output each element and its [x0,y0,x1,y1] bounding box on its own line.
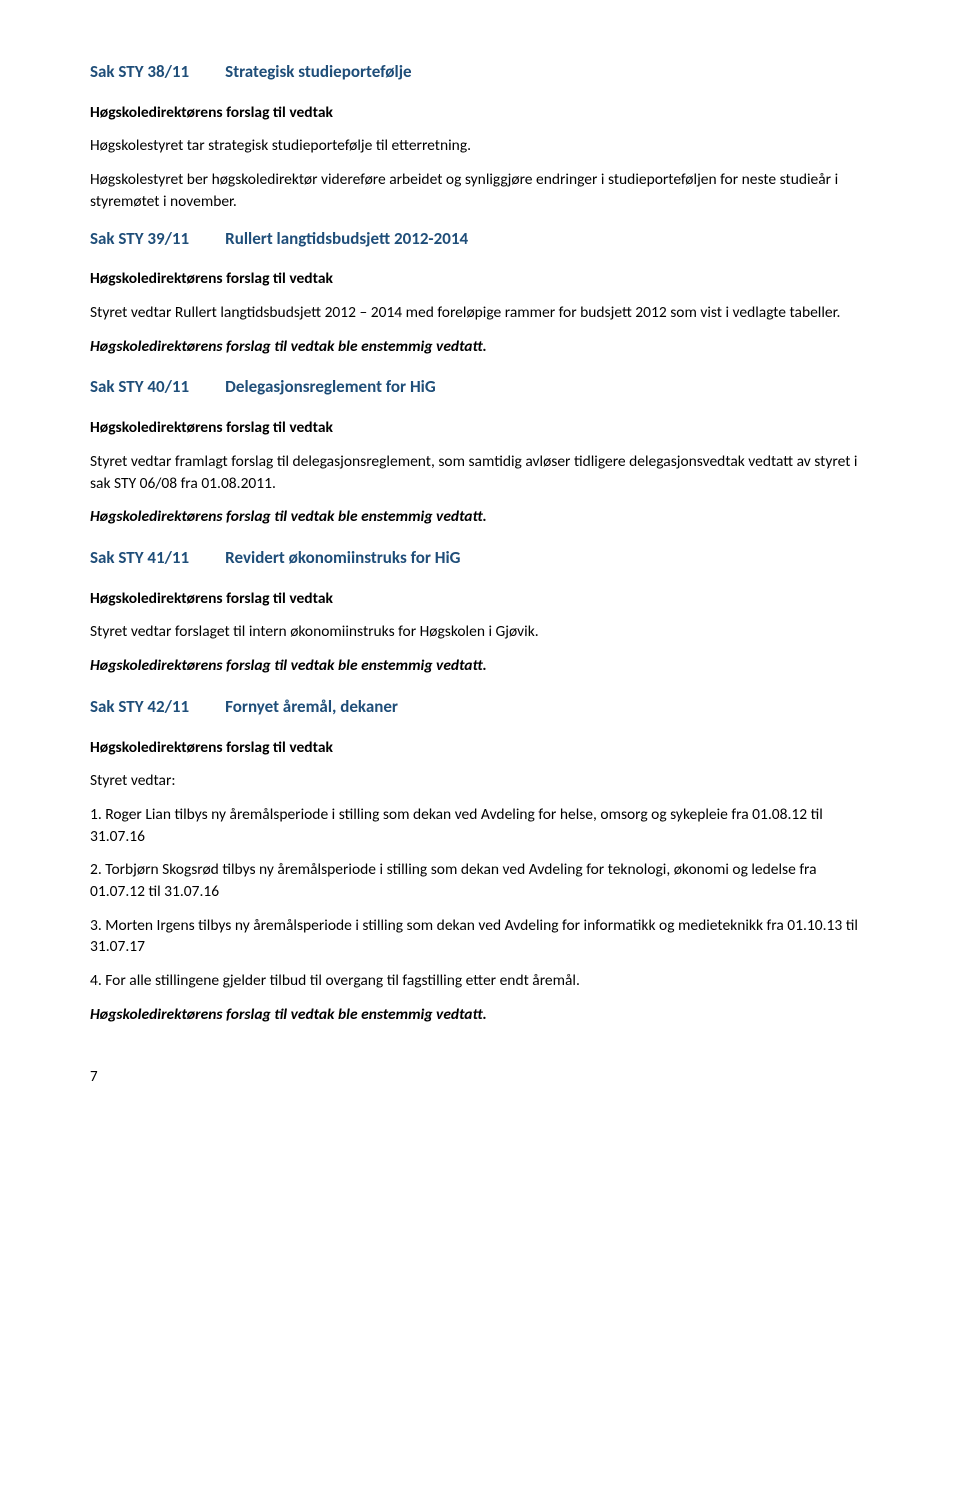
sak-41-number: Sak STY 41/11 [90,546,189,570]
sak-41-body-1: Styret vedtar forslaget til intern økono… [90,621,870,643]
sak-38-number: Sak STY 38/11 [90,60,189,84]
page-number: 7 [90,1067,870,1088]
sak-40-title: Delegasjonsreglement for HiG [225,375,436,399]
sak-38-heading-row: Sak STY 38/11 Strategisk studieportefølj… [90,60,870,84]
sak-39-heading-row: Sak STY 39/11 Rullert langtidsbudsjett 2… [90,227,870,251]
sak-40-heading-row: Sak STY 40/11 Delegasjonsreglement for H… [90,375,870,399]
sak-38-forslag-label: Høgskoledirektørens forslag til vedtak [90,102,870,124]
sak-42-item-1: 1. Roger Lian tilbys ny åremålsperiode i… [90,804,870,847]
sak-42-item-3: 3. Morten Irgens tilbys ny åremålsperiod… [90,915,870,958]
sak-42-outcome: Høgskoledirektørens forslag til vedtak b… [90,1004,870,1026]
sak-42-vedtar-label: Styret vedtar: [90,770,870,792]
sak-42-item-2: 2. Torbjørn Skogsrød tilbys ny åremålspe… [90,859,870,902]
sak-39-title: Rullert langtidsbudsjett 2012-2014 [225,227,468,251]
sak-42-number: Sak STY 42/11 [90,695,189,719]
sak-41-heading-row: Sak STY 41/11 Revidert økonomiinstruks f… [90,546,870,570]
sak-42-heading-row: Sak STY 42/11 Fornyet åremål, dekaner [90,695,870,719]
sak-39-outcome: Høgskoledirektørens forslag til vedtak b… [90,336,870,358]
sak-38-body-1: Høgskolestyret tar strategisk studieport… [90,135,870,157]
sak-40-outcome: Høgskoledirektørens forslag til vedtak b… [90,506,870,528]
sak-42-title: Fornyet åremål, dekaner [225,695,398,719]
sak-38-title: Strategisk studieportefølje [225,60,411,84]
sak-41-title: Revidert økonomiinstruks for HiG [225,546,460,570]
sak-42-forslag-label: Høgskoledirektørens forslag til vedtak [90,737,870,759]
sak-42-item-4: 4. For alle stillingene gjelder tilbud t… [90,970,870,992]
sak-40-body-1: Styret vedtar framlagt forslag til deleg… [90,451,870,494]
sak-39-number: Sak STY 39/11 [90,227,189,251]
sak-38-body-2: Høgskolestyret ber høgskoledirektør vide… [90,169,870,212]
sak-40-forslag-label: Høgskoledirektørens forslag til vedtak [90,417,870,439]
sak-39-forslag-label: Høgskoledirektørens forslag til vedtak [90,268,870,290]
sak-39-body-1: Styret vedtar Rullert langtidsbudsjett 2… [90,302,870,324]
sak-40-number: Sak STY 40/11 [90,375,189,399]
sak-41-outcome: Høgskoledirektørens forslag til vedtak b… [90,655,870,677]
sak-41-forslag-label: Høgskoledirektørens forslag til vedtak [90,588,870,610]
